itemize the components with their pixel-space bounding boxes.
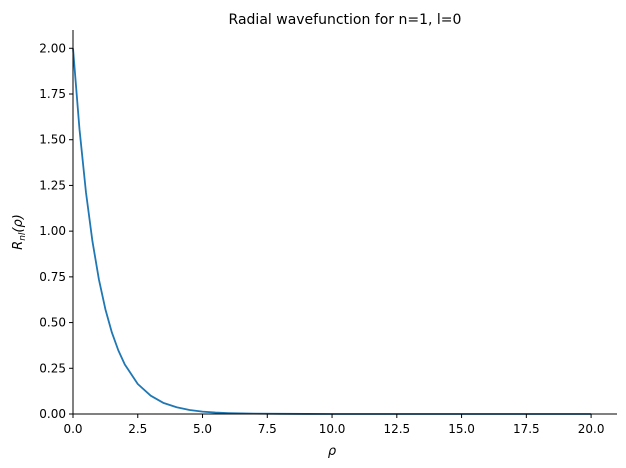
y-tick-label: 1.00 <box>39 224 66 238</box>
x-tick-label: 2.5 <box>128 422 147 436</box>
x-tick-label: 20.0 <box>578 422 605 436</box>
y-tick-label: 0.00 <box>39 407 66 421</box>
y-axis-label-rest: (ρ) <box>11 214 26 232</box>
plot-area <box>72 48 592 415</box>
x-tick-label: 10.0 <box>319 422 346 436</box>
x-ticks: 0.0 2.5 5.0 7.5 10.0 12.5 15.0 17.5 20.0 <box>63 414 604 436</box>
y-tick-label: 0.50 <box>39 316 66 330</box>
y-tick-label: 2.00 <box>39 41 66 55</box>
x-tick-label: 5.0 <box>193 422 212 436</box>
y-tick-label: 1.75 <box>39 87 66 101</box>
x-tick-label: 15.0 <box>448 422 475 436</box>
y-tick-label: 0.75 <box>39 270 66 284</box>
x-tick-label: 12.5 <box>383 422 410 436</box>
series-line <box>72 48 592 415</box>
y-tick-label: 0.25 <box>39 361 66 375</box>
x-tick-label: 7.5 <box>258 422 277 436</box>
x-tick-label: 17.5 <box>513 422 540 436</box>
y-tick-label: 1.50 <box>39 133 66 147</box>
y-axis-label-main: R <box>11 241 26 250</box>
y-axis-label: Rnl(ρ) <box>11 214 28 250</box>
x-tick-label: 0.0 <box>63 422 82 436</box>
y-ticks: 0.00 0.25 0.50 0.75 1.00 1.25 1.50 1.75 2.00 <box>39 41 73 421</box>
y-axis-label-sub: nl <box>18 232 28 241</box>
chart-title: Radial wavefunction for n=1, l=0 <box>229 12 462 28</box>
y-tick-label: 1.25 <box>39 178 66 192</box>
x-axis-label: ρ <box>328 444 337 459</box>
